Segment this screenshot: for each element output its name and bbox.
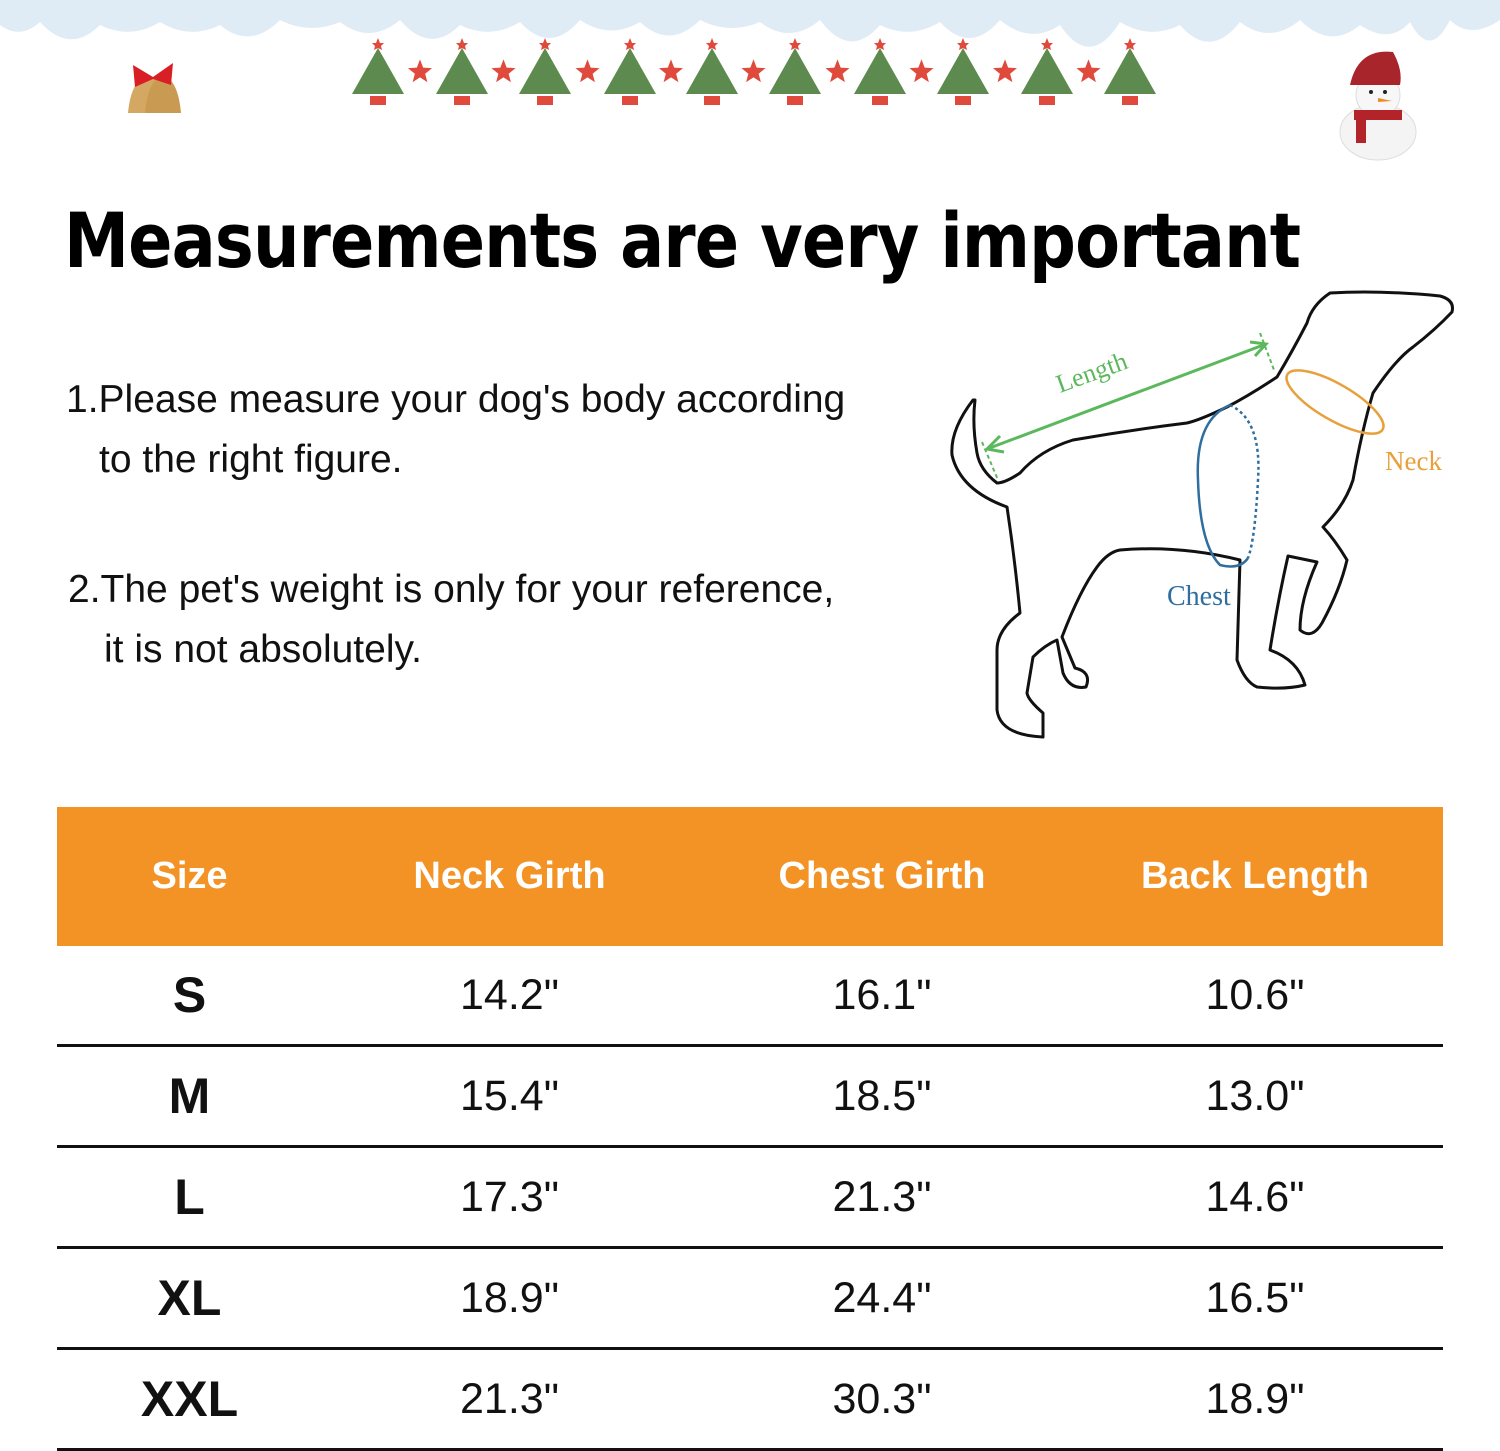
table-row: XXL 21.3" 30.3" 18.9" — [57, 1350, 1443, 1451]
christmas-tree-icon — [937, 38, 989, 105]
table-row: S 14.2" 16.1" 10.6" — [57, 946, 1443, 1047]
size-cell: XL — [157, 1270, 222, 1326]
length-arrow — [981, 332, 1275, 481]
christmas-tree-icon — [769, 38, 821, 105]
measurement-cell: 18.9" — [1205, 1374, 1305, 1423]
size-cell: XXL — [140, 1371, 239, 1427]
measurement-cell: 13.0" — [1205, 1071, 1305, 1120]
christmas-tree-icon — [686, 38, 738, 105]
snowman-icon — [1339, 51, 1417, 161]
star-icon — [906, 56, 937, 85]
neck-label: Neck — [1385, 446, 1442, 476]
star-icon — [488, 56, 519, 85]
star-icon — [656, 56, 686, 85]
christmas-decoration-banner — [0, 0, 1500, 161]
measurement-cell: 18.9" — [460, 1273, 559, 1322]
measurement-cell: 10.6" — [1205, 970, 1305, 1019]
measurement-cell: 24.4" — [832, 1273, 932, 1322]
table-header: Size Neck Girth Chest Girth Back Length — [57, 807, 1443, 946]
instruction-2: 2.The pet's weight is only for your refe… — [68, 560, 834, 680]
bells-icon — [128, 63, 181, 113]
instruction-1: 1.Please measure your dog's body accordi… — [66, 370, 845, 490]
chest-label: Chest — [1167, 581, 1231, 612]
icicles — [0, 0, 1500, 47]
measurement-cell: 21.3" — [460, 1374, 559, 1423]
size-cell: M — [168, 1068, 211, 1124]
table-row: L 17.3" 21.3" 14.6" — [57, 1148, 1443, 1249]
dog-measurement-figure: Length Neck Chest — [950, 290, 1454, 739]
measurement-cell: 16.1" — [832, 970, 932, 1019]
christmas-tree-icon — [436, 38, 488, 105]
measurement-cell: 30.3" — [832, 1374, 932, 1423]
size-cell: S — [172, 967, 207, 1023]
christmas-tree-icon — [1104, 38, 1156, 105]
table-body: S 14.2" 16.1" 10.6" M 15.4" 18.5" 13.0" L 17.3" 21… — [57, 946, 1443, 1451]
table-row: M 15.4" 18.5" 13.0" — [57, 1047, 1443, 1148]
star-icon — [1073, 56, 1104, 85]
neck-ring — [1285, 369, 1385, 435]
christmas-tree-icon — [352, 38, 404, 105]
measurement-cell: 16.5" — [1205, 1273, 1305, 1322]
christmas-tree-icon — [519, 38, 571, 105]
star-icon — [822, 56, 853, 85]
chest-ring — [1196, 403, 1260, 568]
table-row: XL 18.9" 24.4" 16.5" — [57, 1249, 1443, 1350]
star-icon — [990, 56, 1020, 85]
star-icon — [405, 56, 435, 85]
column-header-back-length: Back Length — [1140, 855, 1370, 897]
dog-outline — [950, 290, 1454, 739]
measurement-cell: 15.4" — [460, 1071, 559, 1120]
measurement-cell: 14.6" — [1205, 1172, 1305, 1221]
column-header-neck-girth: Neck Girth — [413, 855, 606, 897]
measurement-cell: 18.5" — [832, 1071, 932, 1120]
length-label: Length — [1052, 346, 1131, 398]
measurement-cell: 21.3" — [832, 1172, 932, 1221]
size-table: Size Neck Girth Chest Girth Back Length … — [57, 807, 1443, 1451]
instruction-2-line1: 2.The pet's weight is only for your refe… — [68, 568, 835, 611]
christmas-tree-icon — [604, 38, 656, 105]
christmas-tree-icon — [854, 38, 906, 105]
instruction-2-line2: it is not absolutely. — [104, 628, 422, 671]
christmas-tree-icon — [1021, 38, 1073, 105]
measurement-cell: 17.3" — [460, 1172, 559, 1221]
column-header-size: Size — [151, 855, 228, 897]
measurement-cell: 14.2" — [460, 970, 559, 1019]
star-icon — [572, 56, 603, 85]
size-cell: L — [174, 1169, 205, 1225]
star-icon — [738, 56, 769, 85]
christmas-trees-row — [352, 38, 1156, 105]
instruction-1-line2: to the right figure. — [99, 438, 403, 481]
column-header-chest-girth: Chest Girth — [778, 855, 986, 897]
instruction-1-line1: 1.Please measure your dog's body accordi… — [66, 378, 846, 421]
page-title: Measurements are very important — [64, 196, 1301, 285]
